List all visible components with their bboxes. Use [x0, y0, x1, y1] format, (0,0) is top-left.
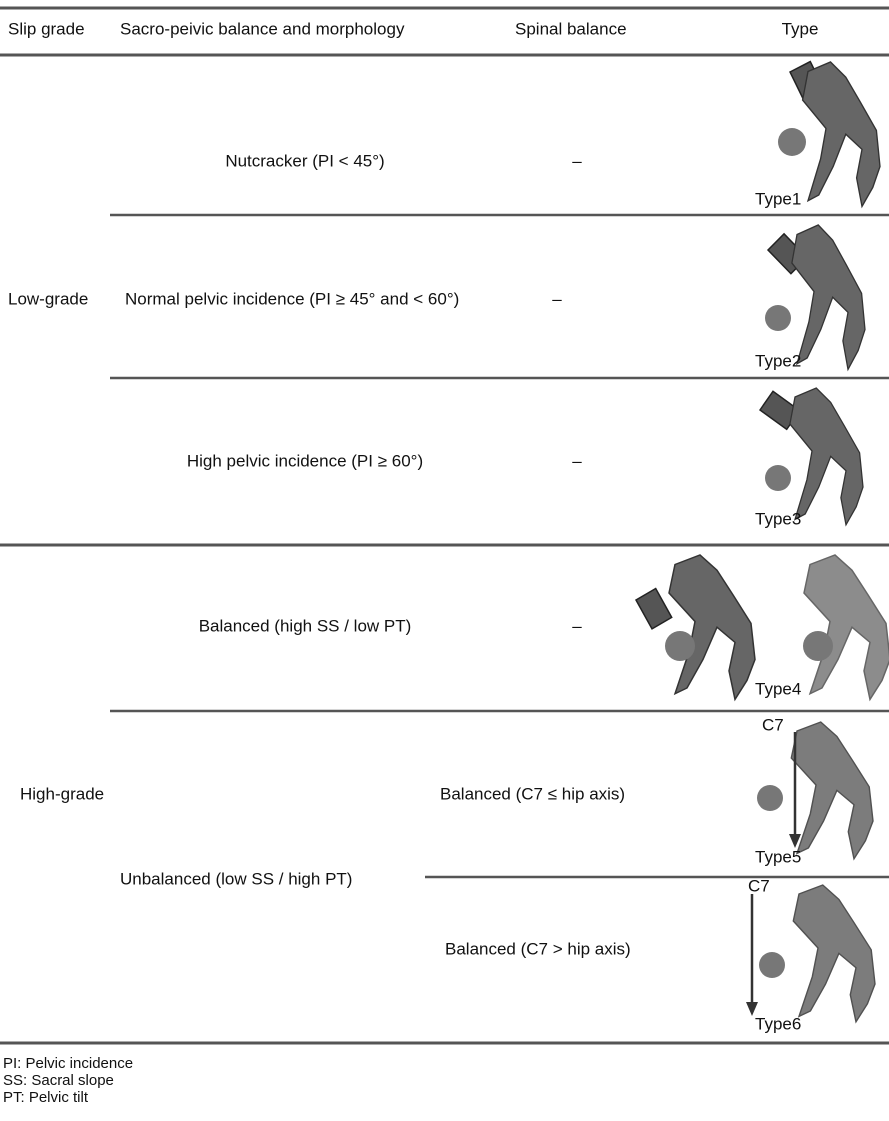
footnote: PI: Pelvic incidence: [3, 1055, 133, 1072]
type-label: Type3: [755, 509, 801, 528]
type-label: Type2: [755, 351, 801, 370]
cell: Low-grade: [8, 289, 88, 308]
marker-label: C7: [748, 876, 770, 895]
type-illustration: [757, 722, 873, 859]
table-figure: Slip grade Sacro-peivic balance and morp…: [0, 0, 889, 1121]
cell: Unbalanced (low SS / high PT): [120, 869, 352, 888]
page: Slip grade Sacro-peivic balance and morp…: [0, 0, 889, 1121]
header: Spinal balance: [515, 19, 627, 38]
cell: High-grade: [20, 784, 104, 803]
type-label: Type4: [755, 679, 801, 698]
type-illustration: [756, 386, 863, 525]
cell: Balanced (C7 > hip axis): [445, 939, 631, 958]
header: Sacro-peivic balance and morphology: [120, 19, 405, 38]
marker-label: C7: [762, 715, 784, 734]
cell: Nutcracker (PI < 45°): [225, 151, 384, 170]
cell: –: [572, 151, 582, 170]
header: Type: [782, 19, 819, 38]
cell: –: [552, 289, 562, 308]
type-label: Type5: [755, 847, 801, 866]
type-label: Type1: [755, 189, 801, 208]
type-illustration: [765, 225, 865, 369]
cell: –: [572, 451, 582, 470]
header: Slip grade: [8, 19, 85, 38]
type-label: Type6: [755, 1014, 801, 1033]
cell: High pelvic incidence (PI ≥ 60°): [187, 451, 423, 470]
cell: Balanced (high SS / low PT): [199, 616, 412, 635]
footnote: PT: Pelvic tilt: [3, 1089, 89, 1106]
type-illustration: [634, 555, 889, 699]
cell: –: [572, 616, 582, 635]
footnote: SS: Sacral slope: [3, 1072, 114, 1089]
type-illustration: [746, 885, 875, 1022]
cell: Normal pelvic incidence (PI ≥ 45° and < …: [125, 289, 459, 308]
type-illustration: [778, 60, 880, 207]
cell: Balanced (C7 ≤ hip axis): [440, 784, 625, 803]
